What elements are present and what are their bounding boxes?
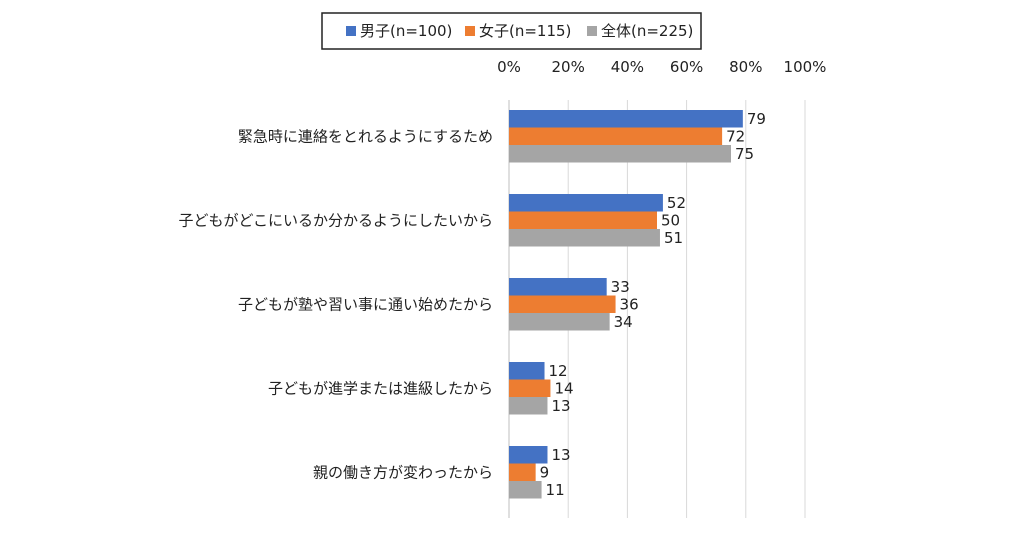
data-label: 12 xyxy=(549,362,568,380)
bar xyxy=(509,110,743,128)
x-tick-label: 100% xyxy=(784,58,827,76)
data-label: 13 xyxy=(551,397,570,415)
legend-label: 男子(n=100) xyxy=(360,22,452,40)
bar xyxy=(509,127,723,145)
bar xyxy=(509,446,548,464)
bar xyxy=(509,145,731,163)
legend-swatch xyxy=(346,26,356,36)
bar xyxy=(509,362,545,380)
x-tick-label: 20% xyxy=(552,58,585,76)
category-label: 親の働き方が変わったから xyxy=(313,463,493,481)
legend-swatch xyxy=(465,26,475,36)
bar xyxy=(509,313,610,331)
category-label: 子どもが塾や習い事に通い始めたから xyxy=(238,295,493,313)
bar xyxy=(509,481,542,499)
bar xyxy=(509,397,548,415)
bar xyxy=(509,295,616,313)
data-label: 36 xyxy=(620,295,639,313)
data-label: 14 xyxy=(554,379,573,397)
bar xyxy=(509,463,536,481)
legend-label: 女子(n=115) xyxy=(479,22,571,40)
bar xyxy=(509,278,607,296)
data-label: 9 xyxy=(540,463,550,481)
x-tick-label: 60% xyxy=(670,58,703,76)
data-label: 51 xyxy=(664,229,683,247)
bar xyxy=(509,211,657,229)
data-label: 50 xyxy=(661,211,680,229)
data-label: 11 xyxy=(546,481,565,499)
category-labels: 緊急時に連絡をとれるようにするため子どもがどこにいるか分かるようにしたいから子ど… xyxy=(178,127,493,481)
legend-swatch xyxy=(587,26,597,36)
data-label: 34 xyxy=(614,313,633,331)
x-tick-label: 40% xyxy=(611,58,644,76)
bars xyxy=(509,110,743,499)
x-tick-label: 80% xyxy=(729,58,762,76)
data-label: 75 xyxy=(735,145,754,163)
legend: 男子(n=100) 女子(n=115) 全体(n=225) xyxy=(321,12,702,50)
data-label: 33 xyxy=(611,278,630,296)
bar xyxy=(509,194,663,212)
data-label: 72 xyxy=(726,127,745,145)
data-label: 13 xyxy=(551,446,570,464)
bar xyxy=(509,229,660,247)
category-label: 子どもが進学または進級したから xyxy=(268,379,493,397)
bar xyxy=(509,379,551,397)
x-tick-label: 0% xyxy=(497,58,521,76)
data-label: 79 xyxy=(747,110,766,128)
category-label: 緊急時に連絡をとれるようにするため xyxy=(238,127,493,145)
category-label: 子どもがどこにいるか分かるようにしたいから xyxy=(178,211,493,229)
legend-box xyxy=(321,12,702,50)
legend-label: 全体(n=225) xyxy=(601,22,693,40)
data-label: 52 xyxy=(667,194,686,212)
x-axis-ticks: 0% 20% 40% 60% 80% 100% xyxy=(497,58,826,76)
